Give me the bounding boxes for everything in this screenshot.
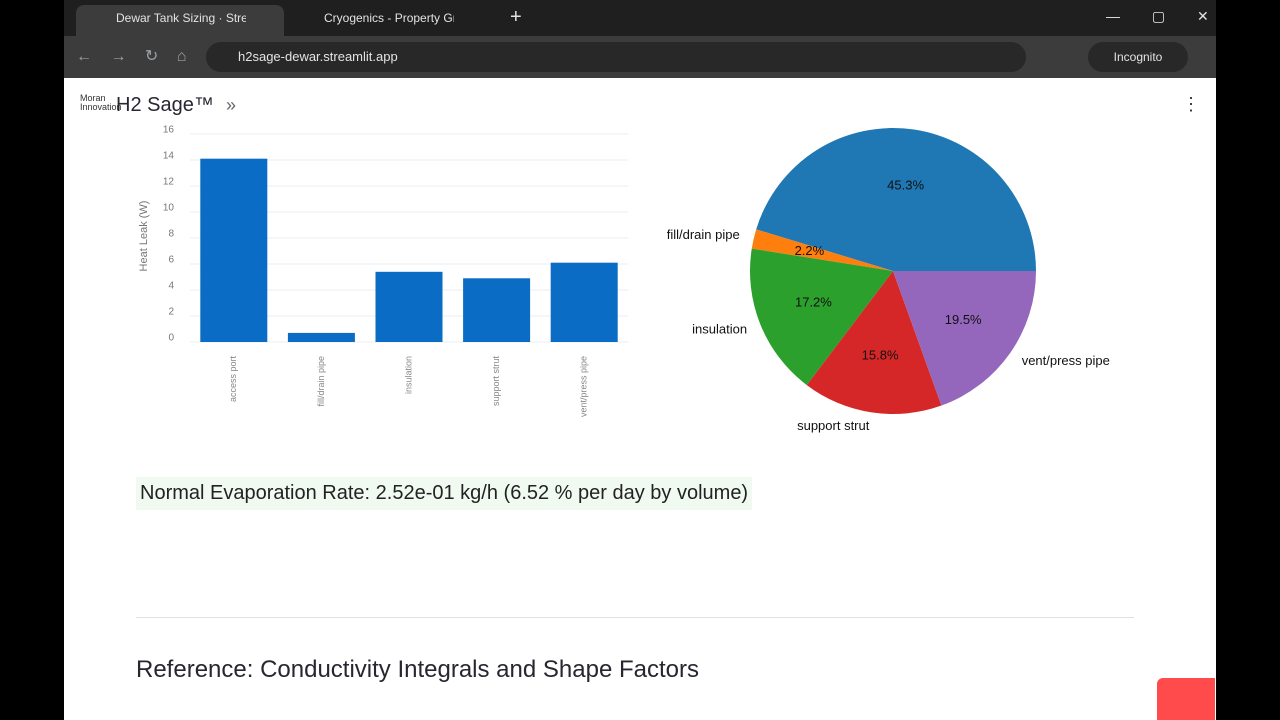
y-tick-label: 2 [168,307,174,318]
y-tick-label: 0 [168,333,174,344]
tab[interactable]: Cryogenics - Property Graphing [284,5,494,36]
bar [463,278,531,342]
y-tick-label: 4 [168,281,174,292]
y-tick-label: 6 [168,255,174,266]
app-title: H2 Sage™ [116,94,214,116]
pie-slice [750,248,893,386]
pie-category-label: support strut [797,418,870,433]
pie-category-label: vent/press pipe [1022,353,1110,368]
pie-value-label: 19.5% [945,312,982,327]
x-tick-label: insulation [403,356,413,394]
pie-value-label: 45.3% [887,178,924,193]
tab-title: Cryogenics - Property Graphing [324,11,454,25]
pie-slice [751,229,893,271]
pie-category-label: insulation [692,321,747,336]
section-heading: Reference: Conductivity Integrals and Sh… [136,656,699,683]
divider [136,617,1134,618]
address-bar[interactable]: h2sage-dewar.streamlit.app [206,42,1026,72]
incognito[interactable]: Incognito [1088,42,1188,72]
x-tick-label: vent/press pipe [579,356,589,417]
bar [550,262,618,342]
nav-buttons[interactable]: ← → ↻ ⌂ [76,48,187,65]
bar [200,158,268,342]
logo: Moran Innovation [80,93,122,112]
tab-strip: Dewar Tank Sizing · Streamlit Cryogenics… [64,0,1216,36]
x-tick-label: access port [228,356,238,403]
pie-value-label: 17.2% [795,295,832,310]
pie-value-label: 2.2% [795,243,825,258]
new-tab[interactable]: + [510,6,522,28]
pie-slice [893,271,1036,406]
app: Moran Innovation H2 Sage™ » ⋮ 0 2 4 6 8 10 12 1… [64,78,1216,720]
streamlit-badge[interactable] [1157,678,1215,720]
y-tick-label: 10 [163,203,175,214]
x-tick-label: fill/drain pipe [316,356,326,407]
y-tick-label: 14 [163,151,175,162]
y-tick-label: 12 [163,177,175,188]
x-tick-label: support strut [491,356,501,407]
window-controls[interactable]: — ▢ ✕ [1106,8,1209,24]
tab-title: Dewar Tank Sizing · Streamlit [116,11,246,25]
url: h2sage-dewar.streamlit.app [238,49,398,64]
y-tick-label: 16 [163,125,175,136]
menu[interactable]: ⋮ [1182,94,1200,114]
pie-slice [756,128,1036,271]
y-axis-label: Heat Leak (W) [138,201,150,272]
pie-value-label: 15.8% [862,347,899,362]
y-tick-label: 8 [168,229,174,240]
expand-sidebar[interactable]: » [226,95,237,115]
pie-slice [806,271,942,414]
bar [287,332,355,342]
tab[interactable]: Dewar Tank Sizing · Streamlit [76,5,284,36]
pie-category-label: fill/drain pipe [667,227,740,242]
bar [375,271,443,342]
toolbar: ← → ↻ ⌂ h2sage-dewar.streamlit.app Incog… [64,36,1216,78]
result-text: Normal Evaporation Rate: 2.52e-01 kg/h (… [136,477,753,510]
charts: 0 2 4 6 8 10 12 14 16 Heat Leak (W) access port fil… [138,125,1110,433]
